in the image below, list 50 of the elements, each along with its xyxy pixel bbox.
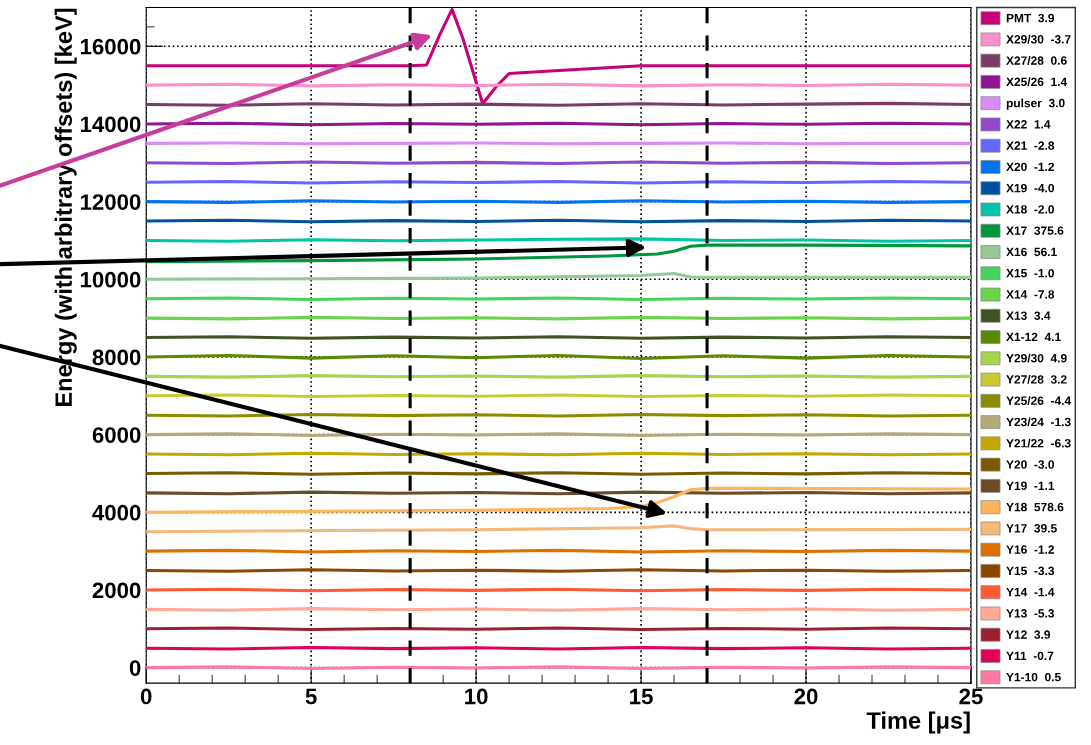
legend-label: Y20 -3.0 [1006,460,1055,469]
legend-label: Y13 -5.3 [1006,609,1055,618]
legend-label: X20 -1.2 [1006,162,1055,172]
legend-label: X21 -2.8 [1006,141,1055,150]
legend-label: pulser 3.0 [1006,98,1065,110]
y-tick-label: 16000 [80,38,141,55]
legend-label: Y16 -1.2 [1006,545,1055,554]
legend-label: Y1-10 0.5 [1006,672,1061,682]
legend-label: Y15 -3.3 [1006,566,1055,576]
legend-label: X13 3.4 [1006,311,1051,320]
legend-label: Y19 -1.1 [1006,481,1055,490]
legend-label: X19 -4.0 [1006,183,1055,193]
x-tick-label: 25 [959,688,983,705]
y-tick-label: 10000 [80,271,141,288]
x-tick-label: 15 [630,688,653,705]
legend-label: X15 -1.0 [1006,268,1055,278]
legend-label: Y29/30 4.9 [1006,353,1067,363]
legend-label: X22 1.4 [1006,120,1051,129]
x-axis-title: Time [μs] [866,711,970,734]
legend-label: X16 56.1 [1006,247,1057,257]
legend-label: PMT 3.9 [1006,13,1055,23]
legend-label: X14 -7.8 [1006,290,1055,299]
x-tick-label: 20 [794,688,818,705]
legend-label: Y14 -1.4 [1006,587,1055,597]
legend-label: Y18 578.6 [1006,502,1064,512]
y-tick-label: 12000 [80,194,141,210]
legend-label: X17 375.6 [1006,226,1064,235]
y-axis-title: Energy (with arbitrary offsets) [keV] [54,8,77,407]
legend-label: Y17 39.5 [1006,524,1057,533]
legend-label: X25/26 1.4 [1006,77,1068,87]
y-tick-label: 0 [129,660,141,676]
x-tick-label: 0 [140,688,152,705]
x-tick-label: 5 [305,688,317,705]
legend-label: X27/28 0.6 [1006,56,1067,65]
legend-label: Y25/26 -4.4 [1006,396,1072,406]
legend-label: X1-12 4.1 [1006,332,1061,342]
legend-label: Y27/28 3.2 [1006,374,1067,384]
legend-label: X29/30 -3.7 [1006,34,1071,44]
y-tick-label: 2000 [92,582,141,599]
y-tick-label: 14000 [80,116,141,133]
legend-label: Y23/24 -1.3 [1006,417,1071,427]
legend-label: Y12 3.9 [1006,630,1051,639]
legend-label: Y21/22 -6.3 [1006,438,1071,448]
legend-label: Y11 -0.7 [1006,651,1054,661]
legend-label: X18 -2.0 [1006,205,1055,214]
y-tick-label: 4000 [92,504,141,521]
x-tick-label: 10 [465,688,488,705]
y-tick-label: 6000 [92,427,141,443]
line-series [146,243,971,264]
y-tick-label: 8000 [92,349,141,366]
